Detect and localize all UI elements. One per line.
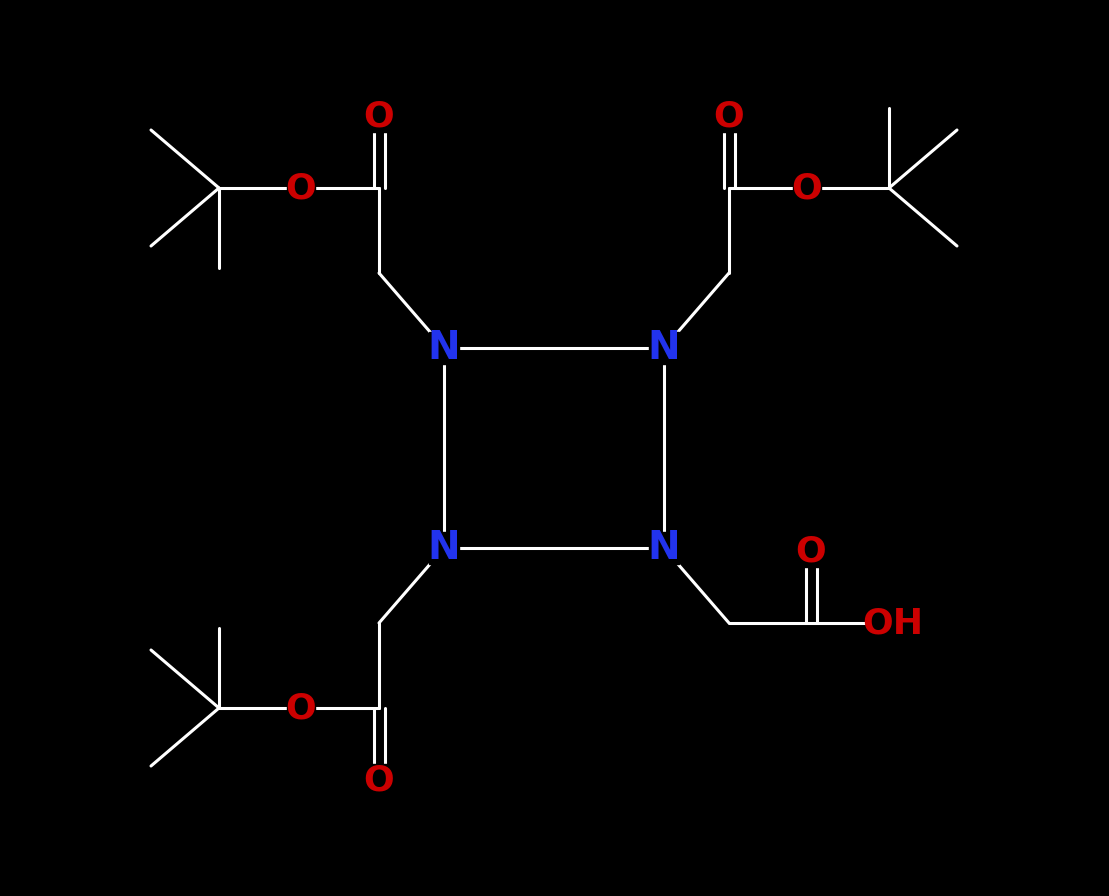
Bar <box>867 607 919 639</box>
Text: O: O <box>792 171 823 205</box>
Bar <box>365 764 393 796</box>
Text: N: N <box>428 329 460 367</box>
Bar <box>649 332 679 364</box>
Text: O: O <box>713 99 744 133</box>
Bar <box>287 692 315 724</box>
Bar <box>793 172 821 204</box>
Bar <box>287 172 315 204</box>
Bar <box>797 535 825 567</box>
Text: O: O <box>286 691 316 725</box>
Bar <box>649 532 679 564</box>
Bar <box>429 332 459 364</box>
Text: O: O <box>364 763 395 797</box>
Text: O: O <box>364 99 395 133</box>
Bar <box>365 100 393 132</box>
Text: N: N <box>428 529 460 567</box>
Text: O: O <box>795 534 826 568</box>
Bar <box>715 100 743 132</box>
Text: N: N <box>648 529 680 567</box>
Bar <box>429 532 459 564</box>
Text: N: N <box>648 329 680 367</box>
Text: O: O <box>286 171 316 205</box>
Text: OH: OH <box>863 606 924 640</box>
